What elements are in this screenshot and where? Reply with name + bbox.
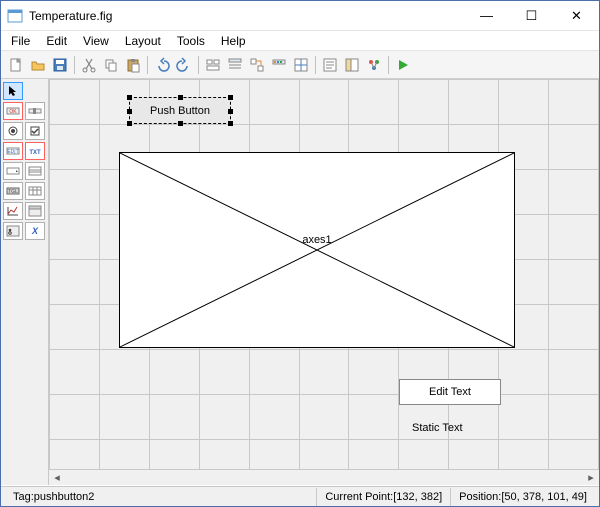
redo-button[interactable] (173, 54, 195, 76)
main-area: OK ED|T TXT TGL X (1, 79, 599, 485)
paste-button[interactable] (122, 54, 144, 76)
copy-button[interactable] (100, 54, 122, 76)
palette-slider-tool[interactable] (25, 102, 45, 120)
tool-palette: OK ED|T TXT TGL X (1, 79, 49, 485)
close-button[interactable]: ✕ (554, 1, 599, 30)
statusbar: Tag: pushbutton2 Current Point: [132, 38… (1, 486, 599, 506)
statictext-label: Static Text (412, 422, 463, 434)
palette-buttongroup-tool[interactable] (3, 222, 23, 240)
design-canvas[interactable]: Push Button axes1 Edit Text Static Text (49, 79, 599, 485)
status-tag: Tag: pushbutton2 (5, 488, 316, 506)
save-file-button[interactable] (49, 54, 71, 76)
palette-axes-tool[interactable] (3, 202, 23, 220)
palette-text-tool[interactable]: TXT (25, 142, 45, 160)
menubar: File Edit View Layout Tools Help (1, 31, 599, 51)
menu-view[interactable]: View (75, 32, 117, 50)
palette-panel-tool[interactable] (25, 202, 45, 220)
palette-table-tool[interactable] (25, 182, 45, 200)
palette-edit-tool[interactable]: ED|T (3, 142, 23, 160)
palette-toggle-tool[interactable]: TGL (3, 182, 23, 200)
svg-text:X: X (31, 226, 39, 236)
scroll-right-icon[interactable]: ▸ (583, 471, 599, 485)
palette-listbox-tool[interactable] (25, 162, 45, 180)
menu-layout[interactable]: Layout (117, 32, 169, 50)
svg-text:OK: OK (9, 109, 17, 115)
guide-editor-button[interactable] (290, 54, 312, 76)
palette-popup-tool[interactable] (3, 162, 23, 180)
tab-order-button[interactable] (246, 54, 268, 76)
toolbar (1, 51, 599, 79)
editor-button[interactable] (319, 54, 341, 76)
menu-help[interactable]: Help (213, 32, 254, 50)
new-file-button[interactable] (5, 54, 27, 76)
run-button[interactable] (392, 54, 414, 76)
maximize-button[interactable]: ☐ (509, 1, 554, 30)
menu-tools[interactable]: Tools (169, 32, 213, 50)
palette-select-tool[interactable] (3, 82, 23, 100)
svg-text:TGL: TGL (8, 189, 18, 195)
pushbutton-label: Push Button (150, 105, 210, 117)
canvas-scrollbar-horizontal[interactable]: ◂ ▸ (49, 469, 599, 485)
status-position: Position: [50, 378, 101, 49] (450, 488, 595, 506)
placed-statictext[interactable]: Static Text (412, 422, 463, 434)
app-icon (7, 8, 23, 24)
toolbar-editor-button[interactable] (268, 54, 290, 76)
scroll-left-icon[interactable]: ◂ (49, 471, 65, 485)
placed-pushbutton[interactable]: Push Button (129, 97, 231, 124)
edittext-label: Edit Text (429, 386, 471, 398)
cut-button[interactable] (78, 54, 100, 76)
property-inspector-button[interactable] (341, 54, 363, 76)
titlebar: Temperature.fig — ☐ ✕ (1, 1, 599, 31)
open-file-button[interactable] (27, 54, 49, 76)
axes-label: axes1 (302, 234, 331, 246)
menu-edit[interactable]: Edit (38, 32, 75, 50)
svg-text:TXT: TXT (29, 150, 41, 156)
align-objects-button[interactable] (202, 54, 224, 76)
menu-editor-button[interactable] (224, 54, 246, 76)
svg-text:ED|T: ED|T (7, 149, 18, 155)
placed-edittext[interactable]: Edit Text (399, 379, 501, 405)
window-title: Temperature.fig (29, 9, 464, 23)
palette-pushbutton-tool[interactable]: OK (3, 102, 23, 120)
palette-checkbox-tool[interactable] (25, 122, 45, 140)
status-current-point: Current Point: [132, 382] (316, 488, 450, 506)
minimize-button[interactable]: — (464, 1, 509, 30)
palette-radio-tool[interactable] (3, 122, 23, 140)
palette-activex-tool[interactable]: X (25, 222, 45, 240)
undo-button[interactable] (151, 54, 173, 76)
menu-file[interactable]: File (3, 32, 38, 50)
placed-axes[interactable]: axes1 (119, 152, 515, 348)
object-browser-button[interactable] (363, 54, 385, 76)
